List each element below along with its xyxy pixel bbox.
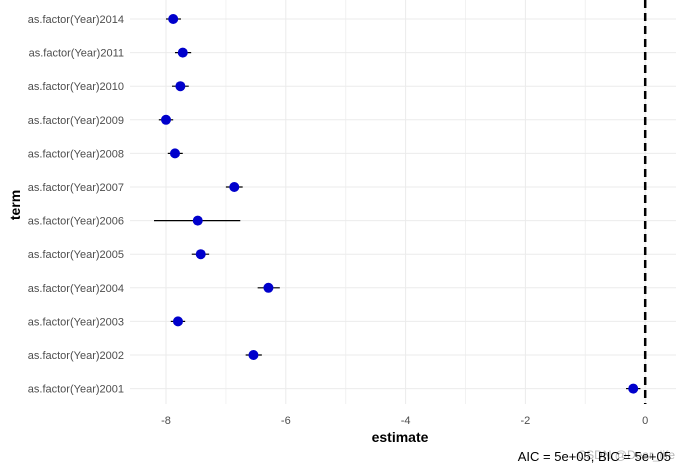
estimate-point — [248, 350, 259, 360]
y-tick-label: as.factor(Year)2011 — [29, 48, 124, 60]
y-axis-title: term — [7, 190, 23, 220]
estimate-point — [628, 383, 639, 394]
y-tick-label: as.factor(Year)2004 — [28, 283, 124, 295]
estimate-point — [263, 282, 274, 293]
y-tick-label: as.factor(Year)2001 — [28, 384, 124, 396]
y-tick-label: as.factor(Year)2007 — [28, 182, 124, 194]
estimate-points — [161, 14, 639, 394]
estimate-point — [177, 47, 188, 58]
y-axis-tick-labels: as.factor(Year)2014 as.factor(Year)2011 as… — [28, 14, 124, 396]
x-tick-label: -2 — [521, 415, 531, 427]
estimate-point — [161, 114, 171, 125]
estimate-point — [168, 14, 179, 24]
grid-lines — [130, 0, 676, 404]
y-tick-label: as.factor(Year)2014 — [28, 14, 124, 26]
estimate-point — [169, 148, 180, 159]
estimate-point — [229, 182, 240, 192]
x-tick-label: -8 — [161, 415, 171, 427]
confidence-intervals — [154, 18, 641, 390]
y-tick-label: as.factor(Year)2008 — [28, 148, 124, 160]
y-tick-label: as.factor(Year)2002 — [28, 350, 124, 362]
x-axis-title: estimate — [372, 429, 429, 445]
estimate-point — [172, 316, 183, 327]
y-tick-label: as.factor(Year)2003 — [28, 316, 124, 328]
x-tick-label: -6 — [281, 415, 291, 427]
y-tick-label: as.factor(Year)2006 — [28, 216, 124, 228]
y-tick-label: as.factor(Year)2009 — [28, 115, 124, 127]
x-tick-label: 0 — [642, 415, 648, 427]
model-fit-caption: AIC = 5e+05, BIC = 5e+05 — [518, 449, 671, 464]
x-tick-label: -4 — [401, 415, 411, 427]
estimate-point — [195, 249, 206, 260]
x-axis-tick-labels: -8 -6 -4 -2 0 — [161, 415, 648, 427]
estimate-point — [192, 215, 203, 226]
y-tick-label: as.factor(Year)2005 — [28, 249, 124, 261]
y-tick-label: as.factor(Year)2010 — [28, 81, 124, 93]
estimate-point — [175, 81, 186, 92]
watermark: CSDN @Dear_life — [577, 448, 675, 462]
